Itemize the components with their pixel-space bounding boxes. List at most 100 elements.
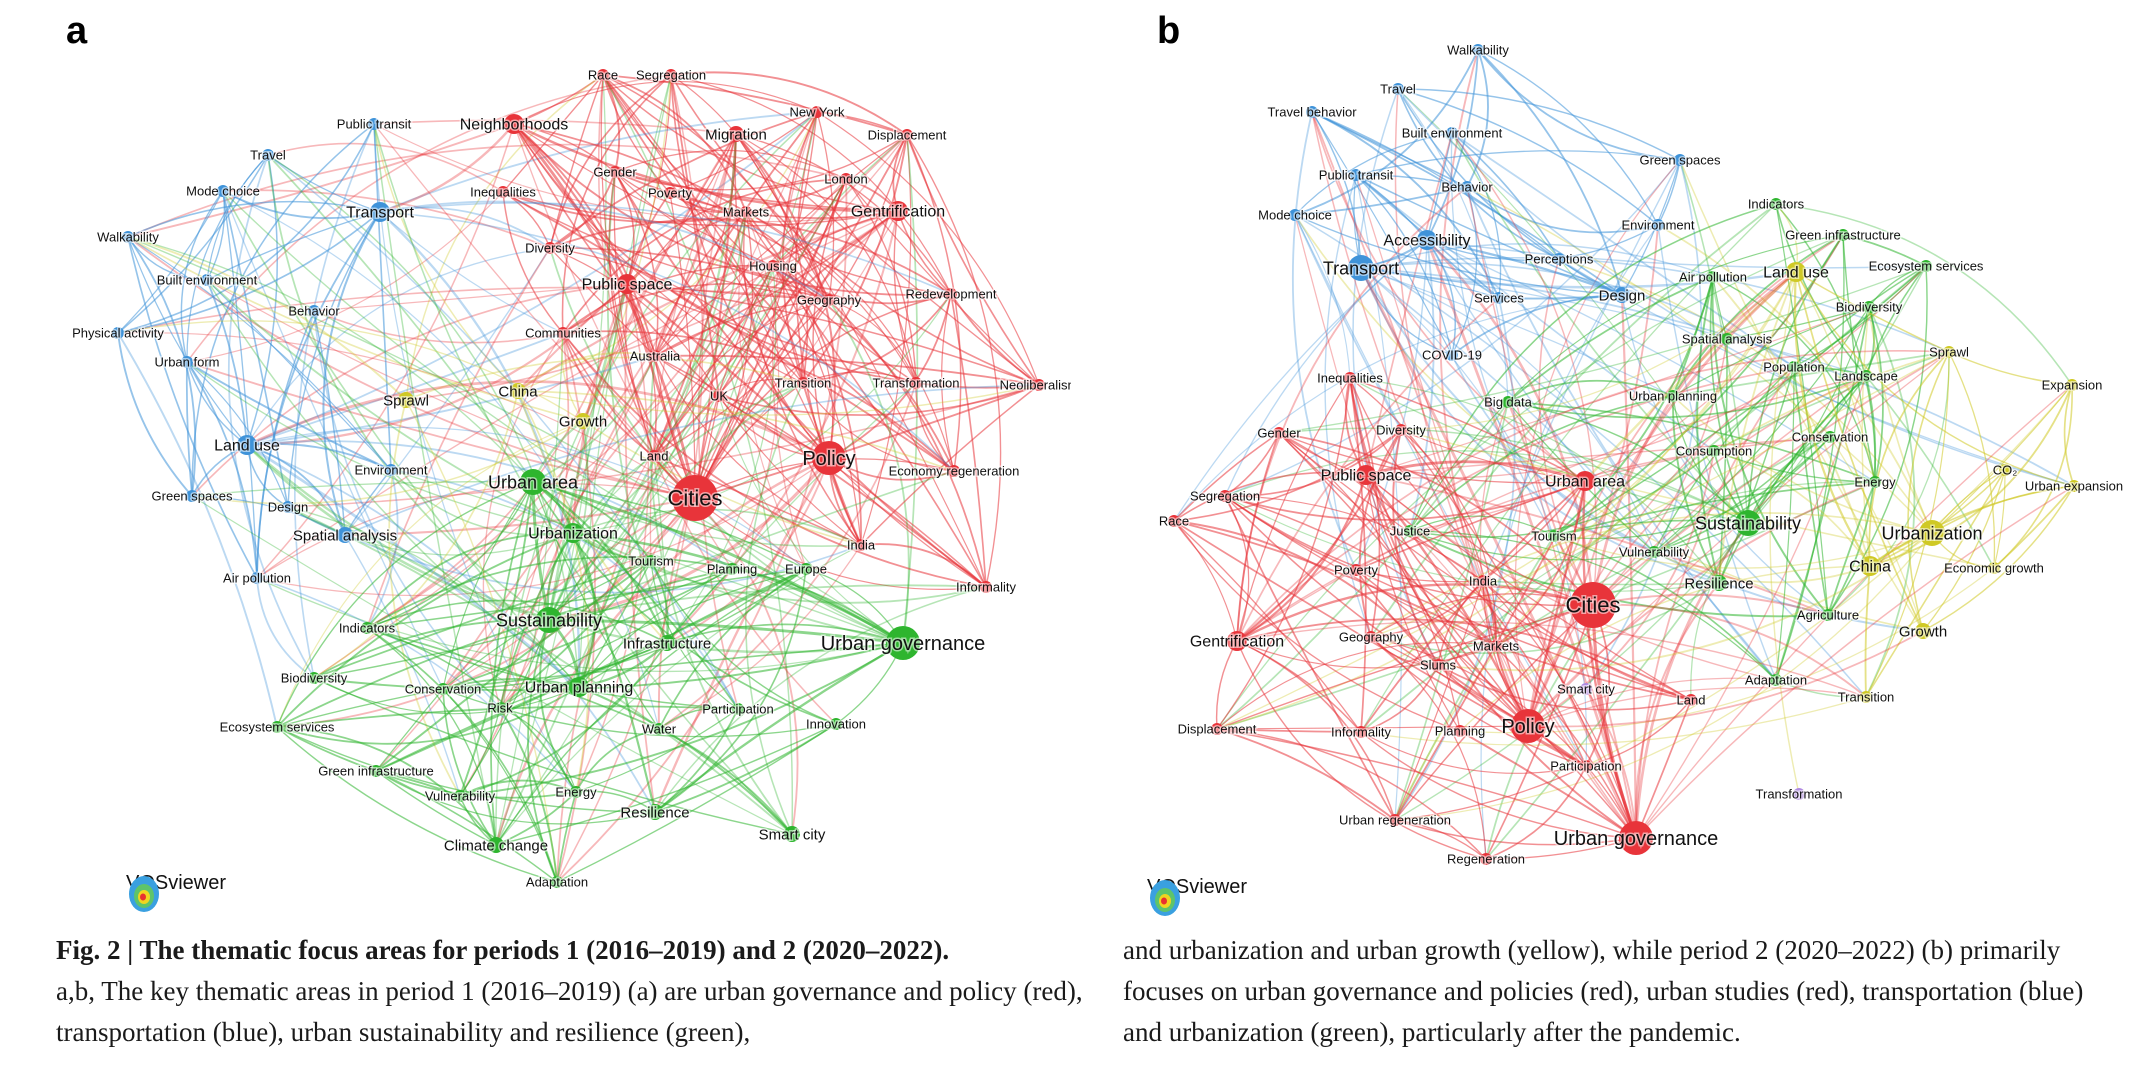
network-node <box>1652 219 1664 231</box>
network-edge <box>276 726 497 846</box>
network-node <box>1350 169 1362 181</box>
network-edge <box>1173 432 1280 522</box>
network-node <box>563 523 583 543</box>
node-label: Transformation <box>1756 787 1843 802</box>
network-edge <box>1355 174 1623 296</box>
network-edge <box>313 134 908 679</box>
node-label: Cities <box>667 486 722 511</box>
network-edge <box>745 382 804 835</box>
network-edge <box>1370 636 1587 767</box>
node-label: Urban regeneration <box>1339 813 1451 828</box>
node-label: Geography <box>797 293 862 308</box>
label-layer: Race Segregation New York Displacement Neigh… <box>71 66 1071 891</box>
network-edge <box>1311 111 1560 260</box>
network-node <box>1674 154 1686 166</box>
network-edge <box>578 642 668 689</box>
network-edge <box>547 283 629 621</box>
network-edge <box>186 361 289 508</box>
network-node <box>811 106 823 118</box>
node-label: Vulnerability <box>425 789 496 804</box>
network-edge <box>186 154 269 363</box>
node-label: Geography <box>1339 630 1404 645</box>
network-edge <box>1527 351 1950 727</box>
network-edge <box>1426 239 1927 269</box>
network-node <box>282 501 294 513</box>
network-node <box>901 129 913 141</box>
network-edge <box>287 506 793 835</box>
network-edge <box>191 420 584 505</box>
network-edge <box>561 74 672 334</box>
network-edge <box>1349 377 1720 584</box>
network-edge <box>1795 271 1876 483</box>
network-edge <box>532 355 656 483</box>
network-edge <box>1864 565 1871 698</box>
network-edge <box>658 382 917 730</box>
network-edge <box>1585 688 1637 839</box>
node-label: India <box>847 538 876 553</box>
node-label: Informality <box>1331 725 1391 740</box>
network-edge <box>1451 294 1623 356</box>
node-label: Transport <box>1323 258 1399 278</box>
network-node <box>1863 301 1875 313</box>
network-edge <box>718 378 804 397</box>
node-label: Public space <box>1321 468 1412 485</box>
network-edge <box>1592 593 1829 616</box>
network-node <box>767 260 779 272</box>
network-edge <box>1591 604 1638 839</box>
network-node <box>1392 83 1404 95</box>
network-edge <box>1558 258 1933 534</box>
network-edge <box>556 791 577 883</box>
network-edge <box>1993 469 2006 569</box>
network-edge <box>191 495 793 835</box>
network-edge <box>575 728 660 793</box>
network-node <box>112 327 124 339</box>
network-edge <box>1747 306 1870 524</box>
network-edge <box>459 707 501 797</box>
network-edge <box>1553 535 1777 681</box>
network-node <box>181 356 193 368</box>
network-edge <box>373 123 519 392</box>
network-edge <box>1311 111 1623 296</box>
network-edge <box>1657 224 1933 534</box>
network-edge <box>459 481 534 797</box>
network-edge <box>1993 485 2075 569</box>
network-edge <box>548 211 747 621</box>
network-edge <box>1653 375 1867 553</box>
node-label: Smart city <box>759 826 826 843</box>
network-edge <box>127 143 847 238</box>
network-edge <box>222 190 381 220</box>
network-edge <box>256 577 315 679</box>
network-edge <box>513 123 774 267</box>
node-label: Land use <box>214 438 280 455</box>
network-node <box>308 305 320 317</box>
network-edge <box>1775 234 1845 681</box>
network-edge <box>1482 580 1497 647</box>
network-edge <box>222 190 904 644</box>
network-node <box>536 607 562 633</box>
network-edge <box>1394 604 1594 821</box>
network-edge <box>1584 436 1831 482</box>
network-edge <box>694 497 799 835</box>
network-edge <box>1360 256 1950 353</box>
network-edge <box>375 688 444 772</box>
network-edge <box>549 74 672 249</box>
network-edge <box>897 210 952 295</box>
network-edge <box>222 190 660 730</box>
network-node <box>1685 694 1697 706</box>
network-node <box>1446 349 1458 361</box>
network-edge <box>1294 214 1623 296</box>
network-edge <box>502 191 955 472</box>
node-label: Built environment <box>1402 126 1503 141</box>
network-node <box>1575 471 1595 491</box>
network-node <box>609 166 621 178</box>
node-label: Design <box>268 500 308 515</box>
network-edge <box>1360 267 1924 633</box>
network-node <box>888 201 908 221</box>
network-edge <box>256 577 577 793</box>
network-edge <box>562 330 955 472</box>
network-edge <box>1224 159 1681 497</box>
network-edge <box>267 154 739 710</box>
network-edge <box>614 134 908 191</box>
network-edge <box>666 265 777 644</box>
network-edge <box>1173 294 1623 522</box>
